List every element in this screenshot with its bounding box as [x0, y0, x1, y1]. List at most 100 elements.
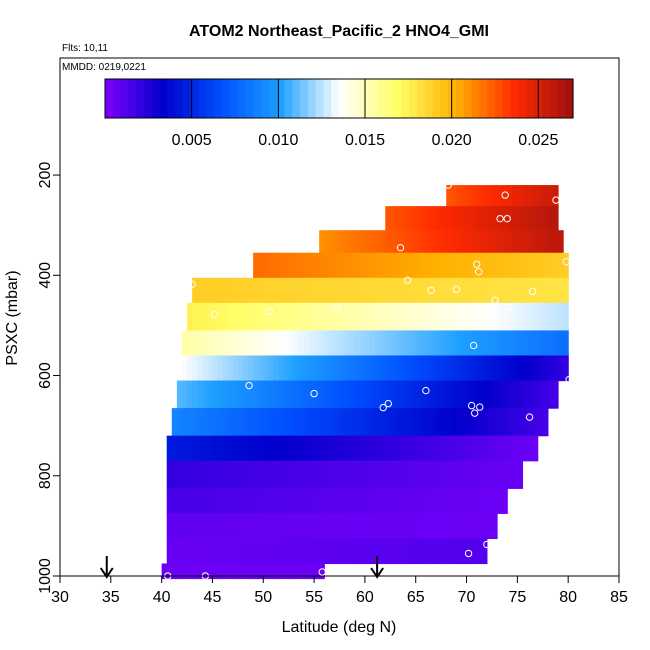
- heatmap-cell: [385, 435, 391, 462]
- heatmap-cell: [425, 460, 432, 489]
- heatmap-cell: [420, 380, 427, 409]
- heatmap-cell: [461, 252, 468, 279]
- heatmap-cell: [288, 302, 295, 332]
- colorbar-swatch: [409, 79, 418, 118]
- heatmap-cell: [364, 277, 371, 304]
- heatmap-cell: [476, 302, 483, 332]
- heatmap-cell: [232, 380, 239, 409]
- obs-point: [384, 399, 392, 408]
- heatmap-cell: [283, 538, 290, 565]
- heatmap-cell: [502, 460, 508, 489]
- heatmap-cell: [507, 330, 513, 357]
- colorbar-swatch: [557, 79, 566, 118]
- heatmap-cell: [166, 435, 173, 462]
- heatmap-cell: [415, 330, 422, 357]
- heatmap-cell: [253, 460, 259, 489]
- heatmap-cell: [369, 513, 376, 540]
- heatmap-cell: [527, 330, 534, 357]
- heatmap-cell: [197, 538, 203, 565]
- heatmap-cell: [522, 355, 529, 382]
- heatmap-cell: [324, 460, 330, 489]
- heatmap-cell: [293, 563, 300, 580]
- heatmap-cell: [436, 277, 442, 304]
- heatmap-cell: [456, 185, 463, 207]
- heatmap-cell: [293, 460, 300, 489]
- heatmap-cell: [425, 302, 432, 332]
- heatmap-cell: [491, 355, 498, 382]
- heatmap-cell: [344, 435, 351, 462]
- heatmap-cell: [502, 355, 508, 382]
- heatmap-cell: [181, 563, 188, 580]
- heatmap-cell: [349, 460, 356, 489]
- heatmap-cell: [542, 230, 549, 254]
- heatmap-cell: [314, 435, 320, 462]
- heatmap-cell: [222, 302, 229, 332]
- flights-label: Flts: 10,11: [62, 43, 108, 54]
- obs-point: [452, 285, 461, 294]
- heatmap-cell: [212, 435, 219, 462]
- heatmap-cell: [527, 277, 534, 304]
- heatmap-cell: [369, 435, 376, 462]
- heatmap-cell: [532, 206, 539, 231]
- heatmap-cell: [248, 355, 254, 382]
- heatmap-cell: [542, 252, 549, 279]
- heatmap-cell: [415, 355, 422, 382]
- heatmap-cell: [542, 302, 549, 332]
- heatmap-cell: [303, 563, 310, 580]
- heatmap-cell: [461, 538, 468, 565]
- heatmap-cell: [461, 460, 468, 489]
- heatmap-cell: [192, 435, 198, 462]
- heatmap-cell: [166, 488, 173, 514]
- heatmap-cell: [380, 460, 386, 489]
- heatmap-cell: [339, 538, 346, 565]
- heatmap-cell: [248, 408, 254, 437]
- heatmap-cell: [385, 302, 391, 332]
- heatmap-cell: [471, 277, 478, 304]
- heatmap-cell: [517, 277, 524, 304]
- heatmap-cell: [192, 355, 198, 382]
- heatmap-cell: [425, 513, 432, 540]
- heatmap-cell: [502, 408, 508, 437]
- colorbar: 0.005 0.010 0.015 0.020 0.025: [104, 78, 574, 149]
- heatmap-cell: [354, 488, 361, 514]
- heatmap-cell: [359, 230, 366, 254]
- heatmap-cell: [293, 513, 300, 540]
- heatmap-cell: [227, 513, 234, 540]
- heatmap-cell: [430, 538, 437, 565]
- heatmap-cell: [390, 380, 396, 409]
- heatmap-cell: [207, 302, 214, 332]
- heatmap-cell: [334, 355, 341, 382]
- heatmap-cell: [181, 355, 188, 382]
- heatmap-cell: [446, 538, 452, 565]
- heatmap-cell: [410, 230, 417, 254]
- heatmap-cell: [547, 277, 554, 304]
- heatmap-cell: [486, 513, 493, 540]
- heatmap-cell: [552, 355, 559, 382]
- heatmap-cell: [273, 330, 280, 357]
- heatmap-cell: [400, 408, 407, 437]
- heatmap-cell: [222, 380, 229, 409]
- heatmap-cell: [486, 355, 493, 382]
- heatmap-cell: [237, 408, 244, 437]
- colorbar-swatch: [190, 79, 200, 118]
- heatmap-cell: [324, 538, 330, 565]
- heatmap-cell: [258, 460, 264, 489]
- heatmap-cell: [278, 408, 285, 437]
- heatmap-cell: [558, 252, 564, 279]
- heatmap-cell: [522, 435, 529, 462]
- heatmap-cell: [466, 185, 473, 207]
- heatmap-cell: [187, 435, 193, 462]
- obs-point: [470, 409, 479, 417]
- heatmap-cell: [410, 355, 417, 382]
- heatmap-cell: [385, 230, 391, 254]
- heatmap-cell: [436, 460, 442, 489]
- obs-point: [503, 214, 511, 223]
- colorbar-swatch: [307, 79, 317, 118]
- heatmap-cell: [410, 488, 417, 514]
- heatmap-cell: [212, 277, 219, 304]
- heatmap-cell: [364, 435, 371, 462]
- heatmap-cell: [461, 277, 468, 304]
- heatmap-cell: [253, 252, 259, 279]
- heatmap-cell: [288, 380, 295, 409]
- heatmap-cell: [319, 380, 325, 409]
